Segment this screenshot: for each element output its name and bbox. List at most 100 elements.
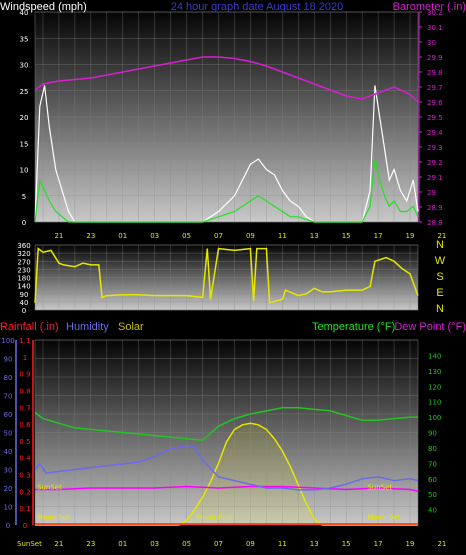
humidity-tick-label: 90: [4, 356, 13, 364]
x-tick-label: 05: [182, 232, 191, 240]
humidity-tick-label: 70: [4, 393, 13, 401]
temperature-line: [34, 407, 418, 441]
barometer-tick-label: 29.4: [427, 129, 443, 137]
rain-tick-label: 0.7: [19, 404, 30, 412]
x-tick-label: 19: [406, 232, 415, 240]
direction-tick-label: 90: [20, 291, 29, 299]
event-annotation: SunSet: [37, 484, 62, 492]
temperature-tick-label: 70: [428, 460, 437, 468]
wind-tick-label: 35: [20, 35, 29, 43]
legend-solar: Solar: [118, 321, 144, 333]
wind-tick-label: 0: [22, 219, 26, 227]
rain-tick-label: 0: [23, 522, 27, 530]
rain-tick-label: 1.1: [19, 337, 30, 345]
temperature-tick-label: 80: [428, 445, 437, 453]
wind-tick-label: 15: [20, 140, 29, 148]
wind-tick-label: 40: [20, 9, 29, 17]
humidity-tick-label: 40: [4, 448, 13, 456]
rain-tick-label: 0.8: [19, 387, 30, 395]
x-tick-label: 15: [342, 540, 351, 548]
x-tick-label: 13: [310, 232, 319, 240]
rain-tick-label: 1: [23, 354, 27, 362]
x-tick-label: 01: [118, 232, 127, 240]
x-tick-label: 03: [150, 232, 159, 240]
direction-tick-label: 270: [17, 258, 30, 266]
wind-tick-label: 30: [20, 62, 29, 70]
temperature-tick-label: 40: [428, 507, 437, 515]
x-tick-label: 07: [214, 232, 223, 240]
rain-tick-label: 0.1: [19, 505, 30, 513]
barometer-tick-label: 29.2: [427, 159, 443, 167]
legend-rainfall: Rainfall (.in): [0, 321, 59, 333]
x-tick-label: 11: [278, 232, 287, 240]
temperature-tick-label: 50: [428, 491, 437, 499]
legend-dew-point: Dew Point (°F): [394, 321, 466, 333]
wind-direction-line: [34, 247, 419, 304]
x-tick-label: 09: [246, 232, 255, 240]
direction-compass-label: W: [435, 255, 446, 267]
humidity-tick-label: 30: [4, 467, 13, 475]
barometer-axis-label: Barometer (.in): [393, 1, 466, 13]
temperature-tick-label: 60: [428, 476, 437, 484]
x-tick-label: 21: [54, 232, 63, 240]
legend-humidity: Humidity: [66, 321, 109, 333]
barometer-tick-label: 29.5: [427, 114, 443, 122]
barometer-tick-label: 29: [427, 189, 436, 197]
barometer-tick-label: 29.1: [427, 174, 443, 182]
rain-tick-label: 0.6: [19, 421, 31, 429]
x-tick-label: 07: [214, 540, 223, 548]
direction-tick-label: 0: [22, 307, 26, 315]
temperature-tick-label: 130: [428, 368, 441, 376]
legend-temperature: Temperature (°F): [312, 321, 395, 333]
x-tick-label: 23: [86, 540, 95, 548]
humidity-tick-label: 0: [6, 522, 10, 530]
temperature-tick-label: 140: [428, 352, 441, 360]
barometer-tick-label: 28.8: [427, 219, 443, 227]
wind-average-line: [34, 158, 419, 223]
temperature-tick-label: 90: [428, 430, 437, 438]
wind-gust-line: [34, 85, 419, 223]
x-tick-label: 05: [182, 540, 191, 548]
x-tick-label: 01: [118, 540, 127, 548]
rain-tick-label: 0.4: [19, 455, 31, 463]
solar-area: [35, 423, 418, 525]
x-tick-label: 21: [437, 232, 446, 240]
wind-tick-label: 20: [20, 114, 29, 122]
x-tick-label: 11: [278, 540, 287, 548]
rain-tick-label: 0.3: [19, 472, 30, 480]
direction-compass-label: N: [436, 239, 444, 251]
barometer-line: [34, 56, 419, 103]
rain-tick-label: 0.5: [19, 438, 30, 446]
barometer-tick-label: 29.8: [427, 69, 443, 77]
x-tick-label: 21: [437, 540, 446, 548]
direction-tick-label: 140: [17, 283, 30, 291]
x-tick-label: 03: [150, 540, 159, 548]
x-tick-label: 15: [342, 232, 351, 240]
temperature-tick-label: 110: [428, 399, 441, 407]
humidity-tick-label: 80: [4, 374, 13, 382]
direction-compass-label: S: [436, 271, 443, 283]
event-annotation: Moon Set: [37, 513, 70, 521]
humidity-tick-label: 100: [1, 337, 14, 345]
barometer-tick-label: 29.3: [427, 144, 443, 152]
barometer-tick-label: 29.6: [427, 99, 443, 107]
x-tick-label: 19: [406, 540, 415, 548]
x-tick-label: 09: [246, 540, 255, 548]
x-tick-label: 13: [310, 540, 319, 548]
wind-axis-label: Windspeed (mph): [0, 1, 87, 13]
barometer-tick-label: 30.1: [427, 24, 443, 32]
direction-compass-label: E: [436, 287, 443, 299]
humidity-tick-label: 10: [4, 504, 13, 512]
temperature-tick-label: 120: [428, 383, 441, 391]
direction-tick-label: 180: [17, 275, 30, 283]
wind-tick-label: 5: [22, 193, 26, 201]
barometer-tick-label: 29.7: [427, 84, 443, 92]
barometer-tick-label: 28.9: [427, 204, 443, 212]
direction-tick-label: 40: [20, 299, 29, 307]
wind-tick-label: 10: [20, 167, 29, 175]
barometer-tick-label: 30.2: [427, 9, 443, 17]
humidity-tick-label: 50: [4, 430, 13, 438]
rain-tick-label: 0.9: [19, 371, 30, 379]
x-tick-label: 17: [374, 540, 383, 548]
